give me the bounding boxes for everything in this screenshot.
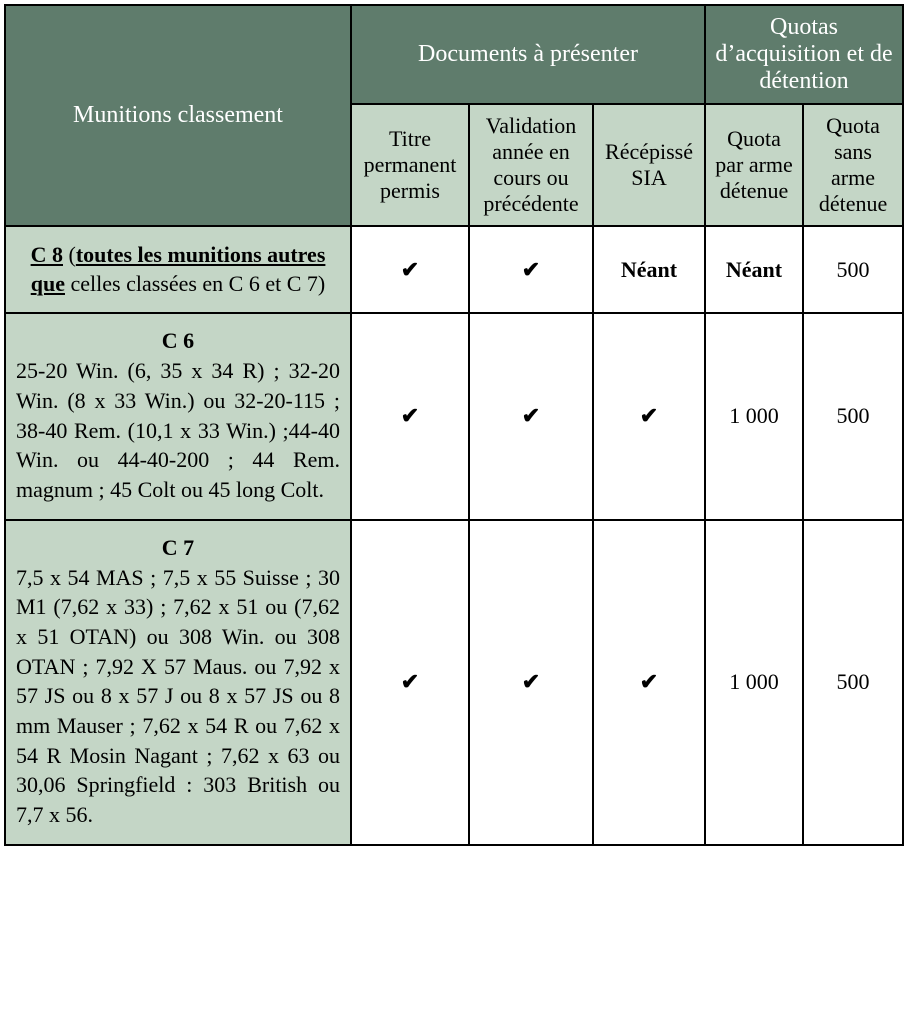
cell-c8-validation: ✔ — [469, 226, 593, 313]
col-header-classement: Munitions classement — [5, 5, 351, 226]
cell-c8-quota-sans: 500 — [803, 226, 903, 313]
check-icon: ✔ — [522, 403, 540, 428]
check-icon: ✔ — [640, 669, 658, 694]
row-label-c7: C 7 7,5 x 54 MAS ; 7,5 x 55 Suisse ; 30 … — [5, 520, 351, 845]
cell-c7-quota-par: 1 000 — [705, 520, 803, 845]
cell-c8-titre: ✔ — [351, 226, 469, 313]
c8-open-paren: ( — [63, 242, 76, 267]
check-icon: ✔ — [401, 403, 419, 428]
table-row: C 7 7,5 x 54 MAS ; 7,5 x 55 Suisse ; 30 … — [5, 520, 903, 845]
c8-rest: celles classées en C 6 et C 7) — [65, 271, 325, 296]
table-row: C 6 25-20 Win. (6, 35 x 34 R) ; 32-20 Wi… — [5, 313, 903, 519]
row-title-c6: C 6 — [16, 328, 340, 354]
cell-c6-titre: ✔ — [351, 313, 469, 519]
cell-c6-quota-par: 1 000 — [705, 313, 803, 519]
row-label-c8: C 8 (toutes les munitions autres que cel… — [5, 226, 351, 313]
cell-c8-quota-par: Néant — [705, 226, 803, 313]
cell-c6-validation: ✔ — [469, 313, 593, 519]
cell-c6-recepisse: ✔ — [593, 313, 705, 519]
header-row-1: Munitions classement Documents à présent… — [5, 5, 903, 104]
check-icon: ✔ — [401, 669, 419, 694]
cell-c8-recepisse: Néant — [593, 226, 705, 313]
cell-c7-quota-sans: 500 — [803, 520, 903, 845]
c8-prefix: C 8 — [31, 242, 63, 267]
col-group-quotas: Quotas d’acquisition et de détention — [705, 5, 903, 104]
check-icon: ✔ — [401, 257, 419, 282]
table-row: C 8 (toutes les munitions autres que cel… — [5, 226, 903, 313]
col-header-recepisse: Récépissé SIA — [593, 104, 705, 226]
row-label-c6: C 6 25-20 Win. (6, 35 x 34 R) ; 32-20 Wi… — [5, 313, 351, 519]
check-icon: ✔ — [522, 669, 540, 694]
row-body-c7: 7,5 x 54 MAS ; 7,5 x 55 Suisse ; 30 M1 (… — [16, 563, 340, 830]
col-header-quota-sans: Quota sans arme détenue — [803, 104, 903, 226]
col-header-titre: Titre permanent permis — [351, 104, 469, 226]
check-icon: ✔ — [640, 403, 658, 428]
cell-c6-quota-sans: 500 — [803, 313, 903, 519]
col-header-quota-par: Quota par arme détenue — [705, 104, 803, 226]
row-title-c7: C 7 — [16, 535, 340, 561]
cell-c7-validation: ✔ — [469, 520, 593, 845]
munitions-table: Munitions classement Documents à présent… — [4, 4, 904, 846]
col-header-validation: Validation année en cours ou précédente — [469, 104, 593, 226]
cell-c7-recepisse: ✔ — [593, 520, 705, 845]
col-group-documents: Documents à présenter — [351, 5, 705, 104]
cell-c7-titre: ✔ — [351, 520, 469, 845]
check-icon: ✔ — [522, 257, 540, 282]
row-body-c6: 25-20 Win. (6, 35 x 34 R) ; 32-20 Win. (… — [16, 356, 340, 504]
